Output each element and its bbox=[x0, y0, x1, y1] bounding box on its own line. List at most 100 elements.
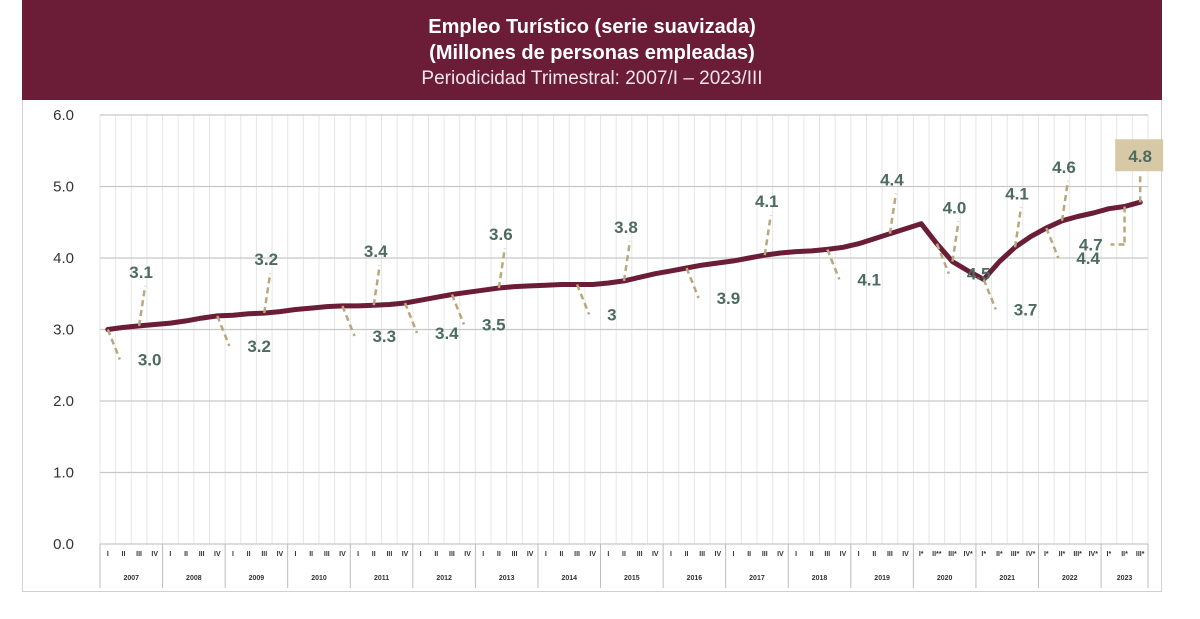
x-tick-quarter: III bbox=[824, 551, 830, 558]
x-tick-quarter: IV bbox=[527, 551, 534, 558]
data-label: 4.0 bbox=[943, 199, 967, 218]
x-tick-quarter: III bbox=[762, 551, 768, 558]
data-label: 3.5 bbox=[482, 315, 506, 334]
x-tick-quarter: II bbox=[122, 551, 126, 558]
x-tick-quarter: IV bbox=[777, 551, 784, 558]
leader-line bbox=[982, 278, 997, 310]
x-tick-quarter: I bbox=[232, 551, 234, 558]
x-tick-quarter: IV bbox=[214, 551, 221, 558]
leader-line bbox=[685, 267, 700, 299]
leader-line bbox=[263, 272, 272, 314]
x-tick-quarter: IV bbox=[715, 551, 722, 558]
x-tick-quarter: III bbox=[199, 551, 205, 558]
x-tick-quarter: II bbox=[372, 551, 376, 558]
leader-line bbox=[450, 294, 466, 325]
x-tick-quarter: II* bbox=[1121, 551, 1128, 558]
x-tick-quarter: I bbox=[858, 551, 860, 558]
leader-line bbox=[935, 243, 950, 275]
x-tick-year: 2023 bbox=[1117, 575, 1133, 582]
x-tick-quarter: II bbox=[872, 551, 876, 558]
leader-line bbox=[403, 302, 419, 334]
x-tick-quarter: IV bbox=[840, 551, 847, 558]
x-tick-quarter: IV* bbox=[963, 551, 973, 558]
y-tick-label: 0.0 bbox=[53, 536, 74, 553]
data-label: 3.0 bbox=[138, 351, 162, 370]
data-label: 3.7 bbox=[1014, 300, 1038, 319]
y-tick-label: 1.0 bbox=[53, 465, 74, 482]
x-tick-quarter: II bbox=[622, 551, 626, 558]
x-tick-quarter: II bbox=[247, 551, 251, 558]
leader-line bbox=[372, 265, 381, 306]
x-tick-quarter: I bbox=[670, 551, 672, 558]
x-tick-quarter: I bbox=[107, 551, 109, 558]
x-tick-quarter: III* bbox=[1011, 551, 1020, 558]
x-tick-quarter: II bbox=[184, 551, 188, 558]
x-tick-quarter: III* bbox=[1073, 551, 1082, 558]
data-label: 3.9 bbox=[717, 289, 741, 308]
x-tick-year: 2007 bbox=[123, 575, 139, 582]
data-label: 3 bbox=[607, 305, 616, 324]
data-label: 4.7 bbox=[1079, 236, 1103, 255]
x-tick-quarter: I* bbox=[981, 551, 986, 558]
x-tick-quarter: III bbox=[386, 551, 392, 558]
leader-line bbox=[1013, 207, 1023, 248]
data-label: 3.6 bbox=[489, 225, 513, 244]
x-tick-quarter: IV bbox=[277, 551, 284, 558]
data-label: 3.4 bbox=[435, 324, 459, 343]
x-tick-quarter: IV bbox=[652, 551, 659, 558]
x-tick-quarter: IV* bbox=[1026, 551, 1036, 558]
leader-line bbox=[622, 240, 632, 282]
x-tick-year: 2008 bbox=[186, 575, 202, 582]
x-tick-year: 2018 bbox=[812, 575, 828, 582]
y-tick-label: 2.0 bbox=[53, 393, 74, 410]
leader-line bbox=[888, 193, 898, 234]
leader-line bbox=[216, 315, 231, 347]
leader-line bbox=[106, 329, 121, 360]
data-label: 4.4 bbox=[1076, 249, 1100, 268]
x-tick-year: 2010 bbox=[311, 575, 327, 582]
x-tick-quarter: IV bbox=[464, 551, 471, 558]
x-tick-quarter: II bbox=[434, 551, 438, 558]
x-tick-year: 2013 bbox=[499, 575, 515, 582]
x-tick-quarter: IV bbox=[339, 551, 346, 558]
data-label: 4.6 bbox=[1052, 158, 1076, 177]
data-label: 4.1 bbox=[857, 270, 881, 289]
x-tick-quarter: II bbox=[497, 551, 501, 558]
x-tick-quarter: IV bbox=[589, 551, 596, 558]
data-label: 4.8 bbox=[1128, 147, 1152, 166]
x-tick-year: 2021 bbox=[999, 575, 1015, 582]
x-tick-quarter: I bbox=[357, 551, 359, 558]
x-tick-quarter: II* bbox=[996, 551, 1003, 558]
data-label: 3.3 bbox=[372, 327, 396, 346]
data-label: 3.4 bbox=[364, 242, 388, 261]
x-tick-year: 2012 bbox=[436, 575, 452, 582]
x-tick-quarter: I* bbox=[1107, 551, 1112, 558]
x-tick-year: 2011 bbox=[374, 575, 389, 582]
x-tick-year: 2016 bbox=[687, 575, 703, 582]
x-tick-year: 2020 bbox=[937, 575, 953, 582]
leader-line bbox=[1045, 227, 1060, 259]
x-tick-quarter: I bbox=[607, 551, 609, 558]
x-tick-quarter: I* bbox=[1044, 551, 1049, 558]
x-tick-year: 2017 bbox=[749, 575, 765, 582]
data-label: 4.1 bbox=[755, 192, 779, 211]
leader-line bbox=[763, 214, 773, 256]
x-tick-quarter: III bbox=[136, 551, 142, 558]
leader-line bbox=[137, 285, 147, 327]
x-tick-quarter: II bbox=[810, 551, 814, 558]
x-tick-quarter: I bbox=[545, 551, 547, 558]
leader-line bbox=[341, 305, 356, 337]
chart-title: Empleo Turístico (serie suavizada) bbox=[428, 16, 756, 38]
y-tick-label: 5.0 bbox=[53, 179, 74, 196]
chart-header: Empleo Turístico (serie suavizada) (Mill… bbox=[22, 0, 1162, 100]
y-tick-label: 3.0 bbox=[53, 322, 74, 339]
data-label: 4.5 bbox=[967, 265, 991, 284]
x-tick-quarter: IV bbox=[402, 551, 409, 558]
x-tick-quarter: III bbox=[887, 551, 893, 558]
x-tick-quarter: IV* bbox=[1089, 551, 1099, 558]
x-tick-quarter: III bbox=[512, 551, 518, 558]
x-tick-quarter: III bbox=[449, 551, 455, 558]
x-tick-quarter: II bbox=[685, 551, 689, 558]
leader-line bbox=[826, 248, 841, 280]
highlight-box bbox=[1115, 139, 1164, 172]
